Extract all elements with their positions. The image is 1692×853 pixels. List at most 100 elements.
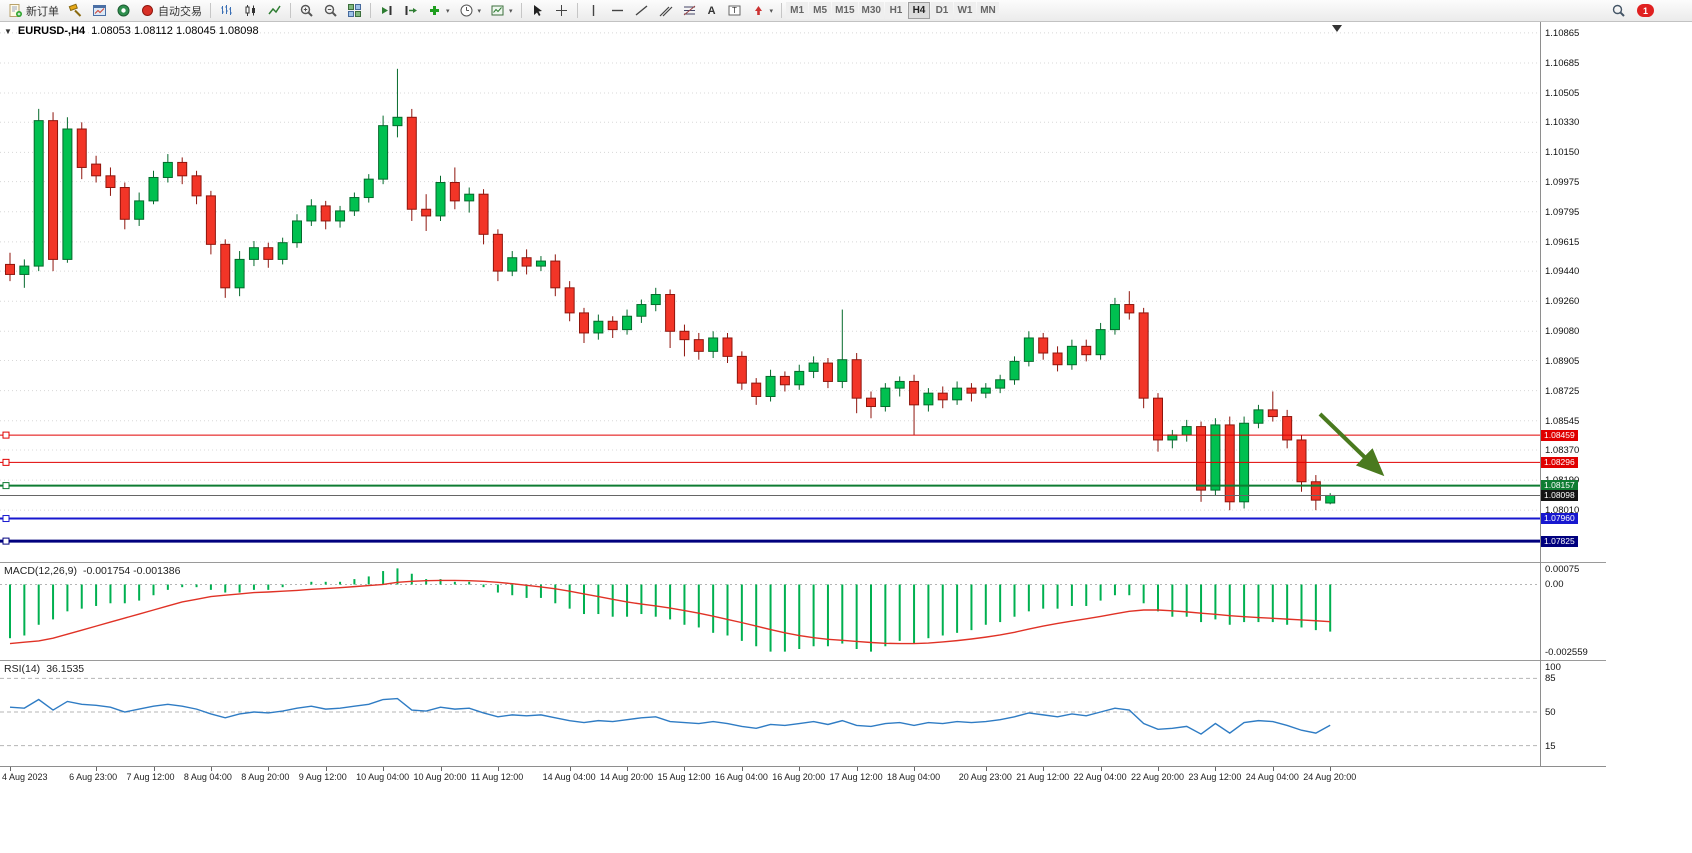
- chart-menu-arrow-icon[interactable]: ▼: [4, 26, 12, 36]
- price-tag: 1.07960: [1541, 513, 1578, 525]
- candle: [1267, 409, 1278, 418]
- timeframe-H1[interactable]: H1: [884, 2, 907, 19]
- arrows-tool-button[interactable]: ▾: [747, 1, 778, 20]
- time-axis-label: 23 Aug 12:00: [1188, 772, 1242, 782]
- crosshair-button[interactable]: [550, 1, 573, 20]
- chart-shift-button[interactable]: [399, 1, 422, 20]
- price-tag: 1.08098: [1541, 489, 1578, 501]
- line-chart-icon: [268, 5, 281, 15]
- timeframe-M1[interactable]: M1: [786, 2, 809, 19]
- candlestick-chart-button[interactable]: [239, 1, 262, 20]
- indicators-button[interactable]: ▾: [423, 1, 454, 20]
- price-axis-label: 1.10330: [1545, 117, 1580, 129]
- macd-axis-label: 0.00075: [1545, 564, 1580, 575]
- time-axis[interactable]: 4 Aug 2023 6 Aug 23:00 7 Aug 12:00 8 Aug 04…: [0, 766, 1606, 784]
- price-tag: 1.08459: [1541, 429, 1578, 441]
- time-tick: [96, 767, 98, 771]
- line-chart-button[interactable]: [263, 1, 286, 20]
- text-label-icon: T: [728, 5, 741, 16]
- time-tick: [1158, 767, 1159, 771]
- timeframe-H4[interactable]: H4: [907, 2, 930, 19]
- timeframe-MN[interactable]: MN: [976, 2, 999, 19]
- line-handle[interactable]: [2, 537, 10, 545]
- auto-trading-button[interactable]: 自动交易: [136, 1, 206, 20]
- auto-scroll-button[interactable]: [375, 1, 398, 20]
- timeframe-W1[interactable]: W1: [953, 2, 976, 19]
- bar-chart-button[interactable]: [215, 1, 238, 20]
- timeframe-M30[interactable]: M30: [858, 2, 884, 19]
- time-tick: [1330, 767, 1332, 771]
- time-tick: [383, 767, 385, 771]
- timeframe-D1[interactable]: D1: [930, 2, 953, 19]
- rsi-name: RSI(14): [4, 663, 41, 675]
- template-icon: [491, 5, 504, 16]
- candle: [722, 337, 733, 357]
- arrow-annotation[interactable]: [1318, 412, 1385, 477]
- line-handle[interactable]: [2, 515, 10, 523]
- macd-values: -0.001754 -0.001386: [82, 565, 181, 577]
- price-axis-label: 1.10150: [1545, 147, 1580, 159]
- line-handle[interactable]: [2, 482, 10, 490]
- price-axis-label: 1.09080: [1545, 326, 1580, 338]
- time-axis-label: 17 Aug 12:00: [829, 772, 883, 782]
- rsi-panel: RSI(14) 36.1535 100 85 50 15: [0, 660, 1606, 766]
- horizontal-line-tool-button[interactable]: [606, 1, 629, 20]
- candle: [1038, 337, 1049, 354]
- cursor-button[interactable]: [526, 1, 549, 20]
- timeframe-M5[interactable]: M5: [809, 2, 832, 19]
- expert-advisors-button[interactable]: [64, 1, 87, 20]
- text-label-tool-button[interactable]: T: [723, 1, 746, 20]
- time-axis-label: 14 Aug 04:00: [542, 772, 596, 782]
- candle: [335, 210, 346, 222]
- time-tick: [1043, 767, 1045, 771]
- candle: [1210, 424, 1221, 491]
- templates-button[interactable]: ▾: [486, 1, 517, 20]
- periods-button[interactable]: ▾: [455, 1, 486, 20]
- mql-community-button[interactable]: [112, 1, 135, 20]
- new-order-button[interactable]: 新订单: [4, 1, 63, 20]
- vertical-line-tool-button[interactable]: [582, 1, 605, 20]
- notification-badge[interactable]: 1: [1637, 4, 1654, 17]
- timeframe-M15[interactable]: M15: [832, 2, 858, 19]
- rsi-chart: [0, 677, 1540, 747]
- fibonacci-tool-button[interactable]: [678, 1, 701, 20]
- candle: [693, 339, 704, 352]
- line-handle[interactable]: [2, 431, 10, 439]
- time-axis-label: 16 Aug 20:00: [772, 772, 826, 782]
- candle: [1138, 312, 1149, 399]
- time-axis-label: 22 Aug 04:00: [1073, 772, 1127, 782]
- channel-tool-button[interactable]: [654, 1, 677, 20]
- auto-trading-status-icon: [142, 5, 153, 16]
- candle: [995, 379, 1006, 389]
- market-watch-button[interactable]: [88, 1, 111, 20]
- dropdown-arrow-icon: ▾: [477, 7, 482, 15]
- trendline-icon: [635, 5, 647, 16]
- macd-label: MACD(12,26,9) -0.001754 -0.001386: [4, 565, 180, 577]
- zoom-in-button[interactable]: [295, 1, 318, 20]
- horizontal-line-icon: [611, 9, 623, 12]
- candle: [91, 163, 102, 177]
- price-panel: ▼ EURUSD-,H4 1.08053 1.08112 1.08045 1.0…: [0, 22, 1606, 562]
- zoom-out-button[interactable]: [319, 1, 342, 20]
- time-axis-label: 18 Aug 04:00: [887, 772, 941, 782]
- trendline-tool-button[interactable]: [630, 1, 653, 20]
- time-axis-label: 21 Aug 12:00: [1016, 772, 1070, 782]
- candle: [205, 195, 216, 245]
- candle: [1325, 494, 1336, 504]
- price-axis-label: 1.09440: [1545, 266, 1580, 278]
- candle: [19, 265, 30, 275]
- text-tool-button[interactable]: A: [702, 1, 722, 20]
- time-tick: [627, 767, 629, 771]
- toolbar: 新订单 自动交易: [0, 0, 1692, 22]
- toolbar-separator: [520, 3, 522, 18]
- candle: [234, 258, 245, 289]
- chart-shift-marker[interactable]: [1332, 25, 1342, 32]
- search-button[interactable]: [1607, 1, 1630, 20]
- candle: [1095, 329, 1106, 356]
- price-axis-label: 1.09615: [1545, 236, 1580, 248]
- candle: [134, 200, 145, 220]
- line-handle[interactable]: [2, 458, 10, 466]
- tile-windows-button[interactable]: [343, 1, 366, 20]
- candle: [665, 294, 676, 332]
- text-tool-label: A: [707, 4, 716, 17]
